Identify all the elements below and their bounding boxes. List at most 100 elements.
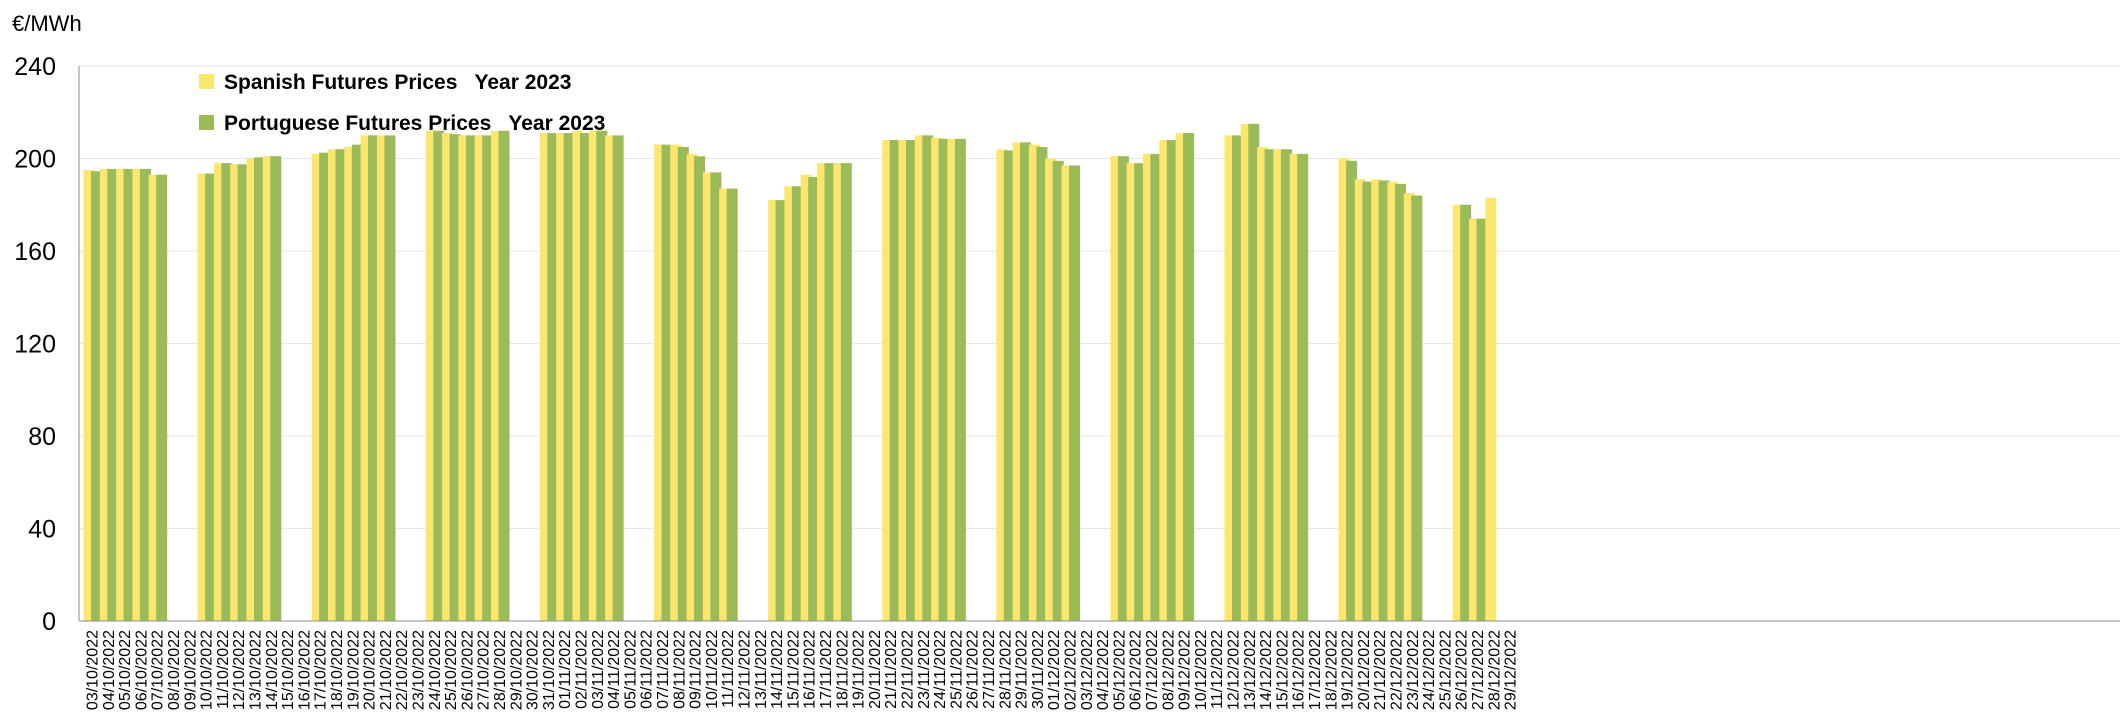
x-tick-label: 06/12/2022 [1128,630,1145,710]
x-tick-label: 30/10/2022 [525,630,542,710]
x-tick-label: 09/11/2022 [688,630,705,709]
bar-portuguese [1150,153,1162,622]
bar-portuguese [1280,149,1292,621]
bar-portuguese [123,168,135,621]
legend-swatch-spanish [199,74,214,89]
x-tick-label: 17/12/2022 [1307,630,1324,710]
bar-spanish [1012,142,1024,621]
bar-spanish [784,186,796,621]
x-tick-label: 10/10/2022 [199,630,216,710]
bar-portuguese [1003,150,1015,621]
bar-spanish [1289,153,1301,622]
bar-spanish [833,163,845,622]
bar-portuguese [1476,218,1488,622]
bar-spanish [442,133,454,621]
bar-portuguese [922,135,934,622]
x-axis-ticks: 03/10/2022 04/10/2022 05/10/2022 06/10/2022… [85,630,1520,710]
bar-portuguese [563,133,575,621]
x-tick-label: 28/12/2022 [1486,630,1503,710]
gridlines [79,65,2120,529]
bar-portuguese [938,138,950,621]
bar-spanish [1159,140,1171,621]
x-tick-label: 26/11/2022 [965,630,982,709]
bar-spanish [882,140,894,621]
x-tick-label: 05/12/2022 [1111,630,1128,710]
x-tick-label: 04/11/2022 [606,630,623,709]
bar-spanish [1110,156,1122,621]
bar-spanish [83,170,95,621]
bar-spanish [1354,179,1366,621]
x-tick-label: 10/11/2022 [704,630,721,709]
bars [83,123,1497,622]
bar-spanish [1224,135,1236,622]
bar-spanish [539,133,551,621]
bar-portuguese [449,134,461,621]
x-tick-label: 14/11/2022 [769,630,786,709]
x-tick-label: 20/11/2022 [867,630,884,709]
x-tick-label: 14/10/2022 [264,630,281,710]
legend-label-portuguese: Portuguese Futures Prices Year 2023 [224,112,605,135]
bar-portuguese [710,172,722,622]
bar-portuguese [1052,160,1064,621]
legend-swatch-portuguese [199,115,214,130]
x-tick-label: 18/10/2022 [329,630,346,710]
bar-spanish [344,146,356,621]
bar-portuguese [91,171,102,621]
bar-portuguese [335,149,347,621]
bar-portuguese [1395,183,1406,621]
bar-portuguese [954,138,966,621]
y-tick-label: 40 [28,516,56,544]
bar-spanish [1469,218,1480,622]
x-tick-label: 16/12/2022 [1291,630,1308,710]
bar-portuguese [139,168,151,621]
bar-portuguese [1069,165,1080,621]
bar-spanish [1257,146,1269,621]
bar-spanish [458,135,470,622]
bar-spanish [99,168,111,621]
x-tick-label: 09/10/2022 [182,630,199,710]
bar-spanish [914,135,926,622]
bar-spanish [311,153,323,622]
bar-spanish [686,153,698,622]
bar-portuguese [368,135,380,622]
x-tick-label: 08/12/2022 [1160,630,1177,710]
bar-spanish [376,135,388,622]
legend: Spanish Futures Prices Year 2023 Portugu… [199,71,605,135]
bar-spanish [1061,165,1073,621]
x-tick-label: 03/11/2022 [590,630,607,709]
bar-spanish [1143,153,1154,622]
x-tick-label: 25/10/2022 [443,630,460,710]
bar-spanish [702,172,714,622]
bar-portuguese [547,133,559,621]
x-tick-label: 07/10/2022 [150,630,167,710]
bar-spanish [654,144,665,621]
bar-portuguese [1264,149,1276,621]
x-tick-label: 12/12/2022 [1226,630,1243,710]
x-tick-label: 13/10/2022 [248,630,265,710]
bar-portuguese [612,135,624,622]
x-tick-label: 20/12/2022 [1356,630,1373,710]
x-tick-label: 25/12/2022 [1437,630,1454,710]
x-tick-label: 22/12/2022 [1389,630,1406,710]
x-tick-label: 02/11/2022 [574,630,591,709]
bar-spanish [262,156,274,621]
bar-spanish [1045,158,1057,621]
bar-spanish [246,158,258,621]
x-tick-label: 29/11/2022 [1014,630,1031,709]
bar-portuguese [237,164,249,621]
bar-spanish [817,163,828,622]
bar-spanish [213,163,225,622]
bar-portuguese [351,144,363,621]
x-tick-label: 19/10/2022 [345,630,362,710]
x-tick-label: 19/12/2022 [1340,630,1357,710]
bar-spanish [572,130,584,621]
x-tick-label: 07/12/2022 [1144,630,1161,710]
bar-portuguese [694,156,706,621]
x-tick-label: 18/11/2022 [834,630,851,709]
bar-spanish [148,174,160,621]
bar-portuguese [889,140,901,621]
x-tick-label: 06/11/2022 [639,630,656,709]
x-tick-label: 03/10/2022 [85,630,102,710]
bar-portuguese [726,188,738,621]
x-tick-label: 01/11/2022 [557,630,574,709]
